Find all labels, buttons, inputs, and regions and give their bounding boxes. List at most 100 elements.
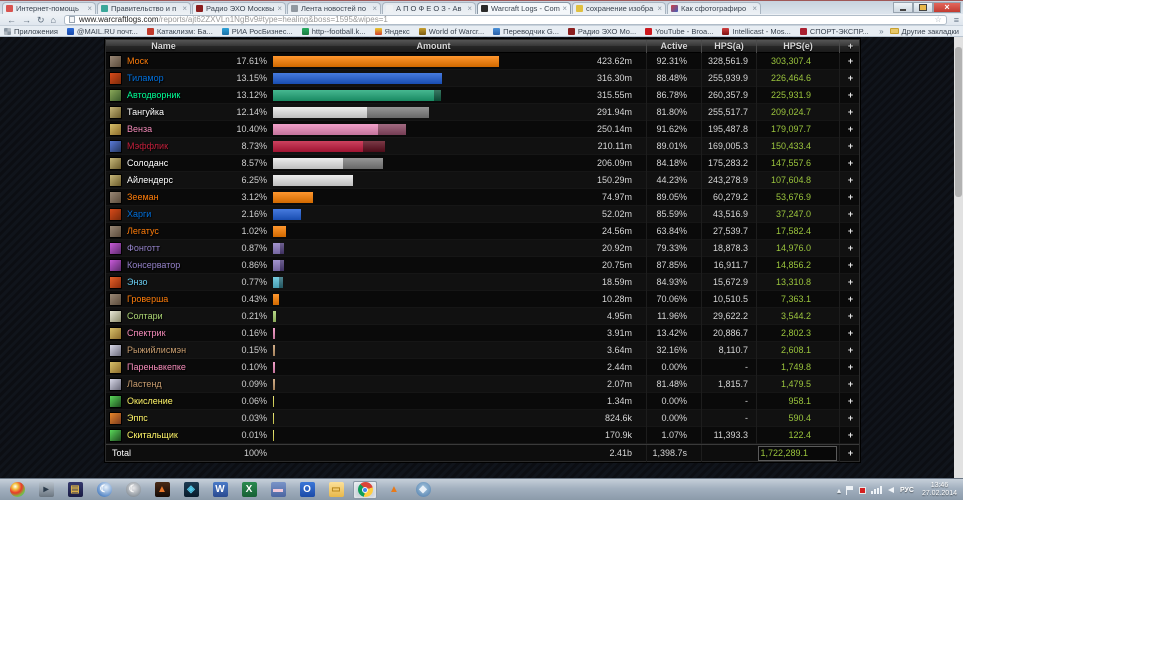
floppy-save-icon[interactable]: ▬	[266, 481, 290, 499]
browser-tab[interactable]: А П О Ф Е О З - Ав ×	[382, 2, 476, 14]
tab-close-icon[interactable]: ×	[87, 3, 92, 13]
expand-row-button[interactable]: +	[839, 172, 861, 189]
expand-row-button[interactable]: +	[839, 257, 861, 274]
tab-close-icon[interactable]: ×	[467, 3, 472, 13]
tab-close-icon[interactable]: ×	[562, 3, 567, 13]
player-name[interactable]: Окисление	[127, 396, 173, 406]
player-name[interactable]: Рыжийлисмэн	[127, 345, 187, 355]
bookmarks-overflow-icon[interactable]: »	[879, 26, 884, 36]
expand-row-button[interactable]: +	[839, 87, 861, 104]
expand-row-button[interactable]: +	[839, 291, 861, 308]
chrome-icon[interactable]	[353, 480, 377, 499]
bookmark-item[interactable]: Катаклизм: Ба...	[146, 27, 213, 36]
player-name[interactable]: Гроверша	[127, 294, 169, 304]
restore-button[interactable]	[913, 2, 933, 13]
winrar-icon[interactable]: ▤	[63, 481, 87, 499]
expand-row-button[interactable]: +	[839, 223, 861, 240]
expand-row-button[interactable]: +	[839, 240, 861, 257]
player-name[interactable]: Фонготт	[127, 243, 160, 253]
bookmark-item[interactable]: РИА РосБизнес...	[221, 27, 293, 36]
browser-tab[interactable]: Радио ЭХО Москвы ×	[192, 2, 286, 14]
tab-close-icon[interactable]: ×	[372, 3, 377, 13]
player-name[interactable]: Легатус	[127, 226, 159, 236]
player-name[interactable]: Консерватор	[127, 260, 181, 270]
reload-icon[interactable]: ↻	[37, 14, 45, 25]
chrome-menu-icon[interactable]: ≡	[953, 14, 959, 25]
header-active[interactable]: Active	[646, 40, 701, 53]
browser-tab[interactable]: Как сфотографиро ×	[667, 2, 761, 14]
tab-close-icon[interactable]: ×	[277, 3, 282, 13]
bookmark-item[interactable]: http--football.k...	[301, 27, 366, 36]
player-name[interactable]: Автодворник	[127, 90, 181, 100]
forward-icon[interactable]: →	[22, 14, 31, 25]
minimize-button[interactable]	[893, 2, 913, 13]
expand-row-button[interactable]: +	[839, 410, 861, 427]
expand-row-button[interactable]: +	[839, 308, 861, 325]
expand-row-button[interactable]: +	[839, 342, 861, 359]
back-icon[interactable]: ←	[7, 14, 16, 25]
player-name[interactable]: Эппс	[127, 413, 148, 423]
total-expand-button[interactable]: +	[839, 445, 861, 462]
start-orb[interactable]	[5, 481, 29, 499]
player-name[interactable]: Зееман	[127, 192, 159, 202]
media-player-icon[interactable]: ▸	[34, 481, 58, 499]
home-icon[interactable]: ⌂	[50, 14, 56, 25]
bookmark-item[interactable]: Переводчик G...	[493, 27, 559, 36]
expand-row-button[interactable]: +	[839, 393, 861, 410]
bookmark-item[interactable]: @MAIL.RU почт...	[66, 27, 138, 36]
language-indicator[interactable]: РУС	[899, 486, 914, 494]
volume-icon[interactable]	[887, 487, 894, 493]
browser-tab[interactable]: сохранение изобра ×	[572, 2, 666, 14]
expand-row-button[interactable]: +	[839, 70, 861, 87]
player-name[interactable]: Тиламор	[127, 73, 164, 83]
tab-close-icon[interactable]: ×	[182, 3, 187, 13]
header-hps-e[interactable]: HPS(e)	[756, 40, 839, 53]
expand-row-button[interactable]: +	[839, 376, 861, 393]
expand-row-button[interactable]: +	[839, 189, 861, 206]
outlook-icon[interactable]: O	[295, 481, 319, 499]
player-name[interactable]: Пареньвкепке	[127, 362, 186, 372]
page-scrollbar[interactable]	[954, 37, 963, 478]
header-hps-a[interactable]: HPS(a)	[701, 40, 756, 53]
bookmark-item[interactable]: YouTube - Broa...	[645, 27, 713, 36]
expand-row-button[interactable]: +	[839, 121, 861, 138]
alert-icon[interactable]	[858, 486, 866, 494]
expand-row-button[interactable]: +	[839, 155, 861, 172]
bookmark-item[interactable]: Intellicast - Mos...	[722, 27, 791, 36]
player-name[interactable]: Солтари	[127, 311, 163, 321]
browser-tab[interactable]: Лента новостей по ×	[287, 2, 381, 14]
vlc-icon[interactable]: ▲	[382, 481, 406, 499]
bookmark-item[interactable]: World of Warcr...	[418, 27, 484, 36]
other-bookmarks-button[interactable]: Другие закладки	[901, 26, 959, 36]
action-center-flag-icon[interactable]	[845, 485, 854, 495]
expand-row-button[interactable]: +	[839, 53, 861, 70]
tab-close-icon[interactable]: ×	[657, 3, 662, 13]
player-name[interactable]: Мэффлик	[127, 141, 169, 151]
browser-tab[interactable]: Интернет-помощь ×	[2, 2, 96, 14]
header-expand[interactable]: +	[839, 40, 861, 53]
taskbar-clock[interactable]: 13:46 27.02.2014	[922, 482, 957, 498]
comet-swirl-icon[interactable]: ☾	[92, 481, 116, 499]
expand-row-button[interactable]: +	[839, 359, 861, 376]
hidden-icons-chevron[interactable]: ▴	[836, 485, 841, 495]
bookmark-item[interactable]: СПОРТ-ЭКСПР...	[799, 27, 869, 36]
bookmark-item[interactable]: Радио ЭХО Мо...	[567, 27, 636, 36]
expand-row-button[interactable]: +	[839, 427, 861, 444]
player-name[interactable]: Ластенд	[127, 379, 162, 389]
browser-tab[interactable]: Warcraft Logs - Com ×	[477, 2, 571, 14]
network-icon[interactable]	[870, 486, 883, 494]
player-name[interactable]: Скитальщик	[127, 430, 178, 440]
wow-app-icon[interactable]: ◈	[179, 481, 203, 499]
bookmark-star-icon[interactable]: ☆	[934, 15, 942, 24]
player-name[interactable]: Харги	[127, 209, 152, 219]
player-name[interactable]: Венза	[127, 124, 153, 134]
expand-row-button[interactable]: +	[839, 325, 861, 342]
browser-tab[interactable]: Правительство и п ×	[97, 2, 191, 14]
excel-icon[interactable]: X	[237, 481, 261, 499]
player-name[interactable]: Спектрик	[127, 328, 166, 338]
expand-row-button[interactable]: +	[839, 206, 861, 223]
tab-close-icon[interactable]: ×	[752, 3, 757, 13]
expand-row-button[interactable]: +	[839, 104, 861, 121]
bookmark-item[interactable]: Приложения	[4, 27, 58, 36]
header-name[interactable]: Name	[151, 41, 176, 51]
